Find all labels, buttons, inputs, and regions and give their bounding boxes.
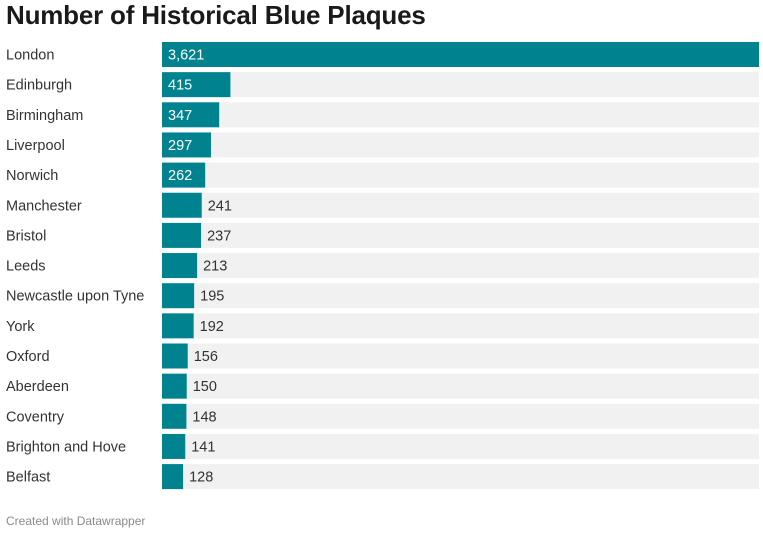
bar-track (162, 433, 759, 459)
bar (162, 343, 188, 369)
bar-track (162, 464, 759, 490)
bar-track (162, 162, 759, 188)
bar (162, 253, 198, 279)
bar-track (162, 283, 759, 309)
footer-credit: Created with Datawrapper (6, 514, 146, 528)
bar-track (162, 343, 759, 369)
value-label: 192 (200, 319, 224, 335)
category-label: Newcastle upon Tyne (6, 289, 144, 305)
category-label: Birmingham (6, 108, 83, 124)
value-label: 262 (168, 168, 192, 184)
bar-track (162, 192, 759, 218)
bar (162, 42, 759, 67)
category-label: Brighton and Hove (6, 439, 126, 455)
bar (162, 102, 220, 128)
category-label: Bristol (6, 228, 46, 244)
bar (162, 132, 211, 158)
value-label: 415 (168, 78, 192, 94)
bar (162, 192, 202, 218)
bar (162, 283, 195, 309)
value-label: 241 (208, 198, 232, 214)
value-label: 297 (168, 138, 192, 154)
bar-track (162, 373, 759, 399)
category-label: York (6, 319, 35, 335)
value-label: 128 (189, 470, 213, 486)
bar (162, 403, 187, 429)
value-label: 347 (168, 108, 192, 124)
category-label: Edinburgh (6, 78, 72, 94)
bar-track (162, 313, 759, 339)
bar (162, 464, 184, 490)
value-label: 148 (192, 409, 216, 425)
category-label: Belfast (6, 470, 50, 486)
value-label: 3,621 (168, 48, 204, 64)
category-label: London (6, 48, 54, 64)
bar-track (162, 403, 759, 429)
bar (162, 313, 194, 339)
bar (162, 72, 231, 98)
category-label: Oxford (6, 349, 50, 365)
chart-title: Number of Historical Blue Plaques (6, 0, 426, 30)
bar-track (162, 102, 759, 128)
category-label: Liverpool (6, 138, 65, 154)
bar-track (162, 72, 759, 98)
value-label: 213 (203, 259, 227, 275)
value-label: 237 (207, 228, 231, 244)
bar (162, 222, 202, 248)
category-label: Coventry (6, 409, 65, 425)
category-label: Leeds (6, 259, 46, 275)
value-label: 195 (200, 289, 224, 305)
category-label: Norwich (6, 168, 58, 184)
bar-track (162, 132, 759, 158)
value-label: 156 (194, 349, 218, 365)
bar-track (162, 253, 759, 279)
bar (162, 373, 187, 399)
category-label: Manchester (6, 198, 82, 214)
bar (162, 162, 206, 188)
bar-track (162, 222, 759, 248)
value-label: 150 (193, 379, 217, 395)
category-label: Aberdeen (6, 379, 69, 395)
value-label: 141 (191, 439, 215, 455)
bar (162, 433, 186, 459)
